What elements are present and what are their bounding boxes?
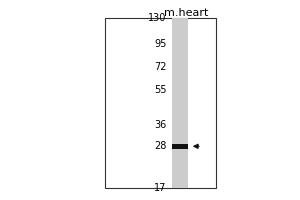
Bar xyxy=(172,18,188,188)
Text: 36: 36 xyxy=(154,120,167,130)
Text: 55: 55 xyxy=(154,85,167,95)
Text: 95: 95 xyxy=(154,39,167,49)
Text: 130: 130 xyxy=(148,13,166,23)
Text: 72: 72 xyxy=(154,62,167,72)
Bar xyxy=(105,18,216,188)
Text: m.heart: m.heart xyxy=(164,8,208,18)
Text: 28: 28 xyxy=(154,141,167,151)
Text: 17: 17 xyxy=(154,183,167,193)
Bar xyxy=(172,144,188,149)
